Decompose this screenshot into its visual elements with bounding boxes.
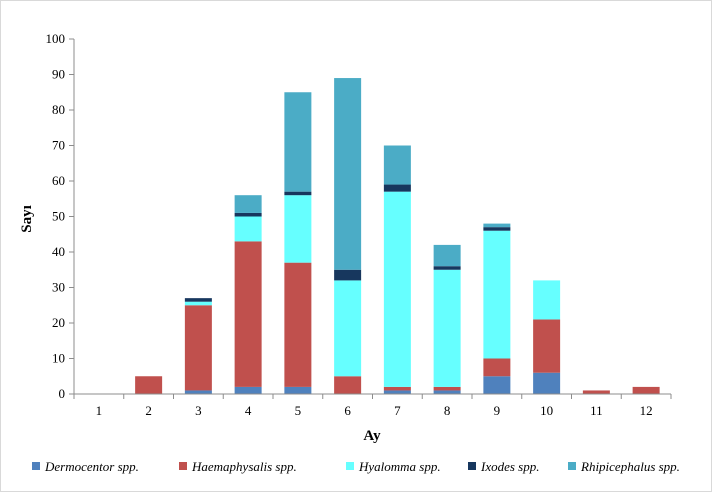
x-tick-label: 4 <box>245 403 252 418</box>
y-tick-label: 100 <box>46 31 66 46</box>
bar-segment-hyalomma-month-5 <box>284 195 312 263</box>
y-tick-label: 10 <box>52 351 65 366</box>
y-tick-label: 20 <box>52 315 65 330</box>
legend-label: Hyalomma spp. <box>358 459 441 474</box>
y-tick-label: 70 <box>52 138 65 153</box>
legend-label: Haemaphysalis spp. <box>191 459 297 474</box>
x-tick-label: 6 <box>344 403 351 418</box>
bar-segment-hyalomma-month-6 <box>334 280 362 377</box>
x-tick-label: 1 <box>96 403 103 418</box>
bar-segment-rhipicephalus-month-8 <box>433 244 461 267</box>
bar-segment-ixodes-month-8 <box>433 266 461 270</box>
bar-segment-haemaphysalis-month-12 <box>632 386 660 394</box>
bar-segment-haemaphysalis-month-3 <box>184 305 212 391</box>
bar-segment-hyalomma-month-4 <box>234 216 262 242</box>
x-tick-label: 5 <box>295 403 302 418</box>
y-tick-label: 60 <box>52 173 65 188</box>
bar-segment-dermocentor-month-5 <box>284 386 312 394</box>
bar-segment-hyalomma-month-10 <box>533 280 561 320</box>
bar-segment-ixodes-month-4 <box>234 212 262 217</box>
bar-segment-haemaphysalis-month-5 <box>284 262 312 387</box>
bar-segment-dermocentor-month-4 <box>234 386 262 394</box>
bar-segment-ixodes-month-3 <box>184 298 212 302</box>
bar-segment-ixodes-month-9 <box>483 227 511 231</box>
y-tick-label: 0 <box>59 386 66 401</box>
bar-segment-rhipicephalus-month-4 <box>234 195 262 213</box>
bar-segment-hyalomma-month-8 <box>433 269 461 387</box>
legend-swatch <box>346 462 354 470</box>
bar-segment-rhipicephalus-month-5 <box>284 92 312 192</box>
legend: Dermocentor spp. Haemaphysalis spp. Hyalom… <box>32 459 680 474</box>
bar-stacks <box>135 78 660 394</box>
x-axis-title: Ay <box>363 428 381 444</box>
y-tick-label: 30 <box>52 280 65 295</box>
legend-label: Ixodes spp. <box>480 459 540 474</box>
bar-segment-haemaphysalis-month-4 <box>234 241 262 387</box>
x-tick-label: 7 <box>394 403 401 418</box>
bar-segment-haemaphysalis-month-8 <box>433 386 461 391</box>
bar-segment-haemaphysalis-month-9 <box>483 358 511 377</box>
bar-segment-ixodes-month-6 <box>334 269 362 281</box>
x-tick-label: 8 <box>444 403 451 418</box>
y-axis-ticks: 0 10 20 30 40 50 60 70 80 90 100 <box>46 31 74 401</box>
bar-segment-dermocentor-month-7 <box>383 390 411 394</box>
bar-segment-ixodes-month-5 <box>284 191 312 196</box>
y-tick-label: 90 <box>52 67 65 82</box>
bar-segment-haemaphysalis-month-2 <box>135 376 163 394</box>
bar-segment-rhipicephalus-month-7 <box>383 145 411 185</box>
legend-swatch <box>568 462 576 470</box>
bar-segment-ixodes-month-7 <box>383 184 411 192</box>
y-axis-title: Sayı <box>19 205 35 233</box>
bar-segment-hyalomma-month-9 <box>483 230 511 359</box>
bar-segment-hyalomma-month-3 <box>184 301 212 306</box>
bar-segment-hyalomma-month-7 <box>383 191 411 387</box>
legend-label: Dermocentor spp. <box>44 459 139 474</box>
y-tick-label: 50 <box>52 209 65 224</box>
x-axis-ticks: 1 2 3 4 5 6 7 8 9 10 11 12 <box>73 394 672 418</box>
bar-segment-rhipicephalus-month-6 <box>334 78 362 270</box>
bar-segment-haemaphysalis-month-10 <box>533 319 561 373</box>
legend-swatch <box>32 462 40 470</box>
legend-label: Rhipicephalus spp. <box>580 459 680 474</box>
bar-segment-rhipicephalus-month-9 <box>483 223 511 228</box>
x-tick-label: 2 <box>145 403 152 418</box>
bar-segment-dermocentor-month-3 <box>184 390 212 394</box>
x-tick-label: 10 <box>540 403 553 418</box>
legend-swatch <box>468 462 476 470</box>
x-tick-label: 11 <box>590 403 603 418</box>
x-tick-label: 3 <box>195 403 202 418</box>
x-tick-label: 12 <box>640 403 653 418</box>
bar-segment-dermocentor-month-8 <box>433 390 461 394</box>
legend-swatch <box>179 462 187 470</box>
bar-segment-haemaphysalis-month-6 <box>334 376 362 394</box>
bar-segment-dermocentor-month-10 <box>533 372 561 394</box>
y-tick-label: 40 <box>52 244 65 259</box>
bar-segment-haemaphysalis-month-11 <box>582 390 610 394</box>
bar-segment-dermocentor-month-9 <box>483 376 511 394</box>
y-tick-label: 80 <box>52 102 65 117</box>
bar-segment-haemaphysalis-month-7 <box>383 386 411 391</box>
x-tick-label: 9 <box>494 403 501 418</box>
